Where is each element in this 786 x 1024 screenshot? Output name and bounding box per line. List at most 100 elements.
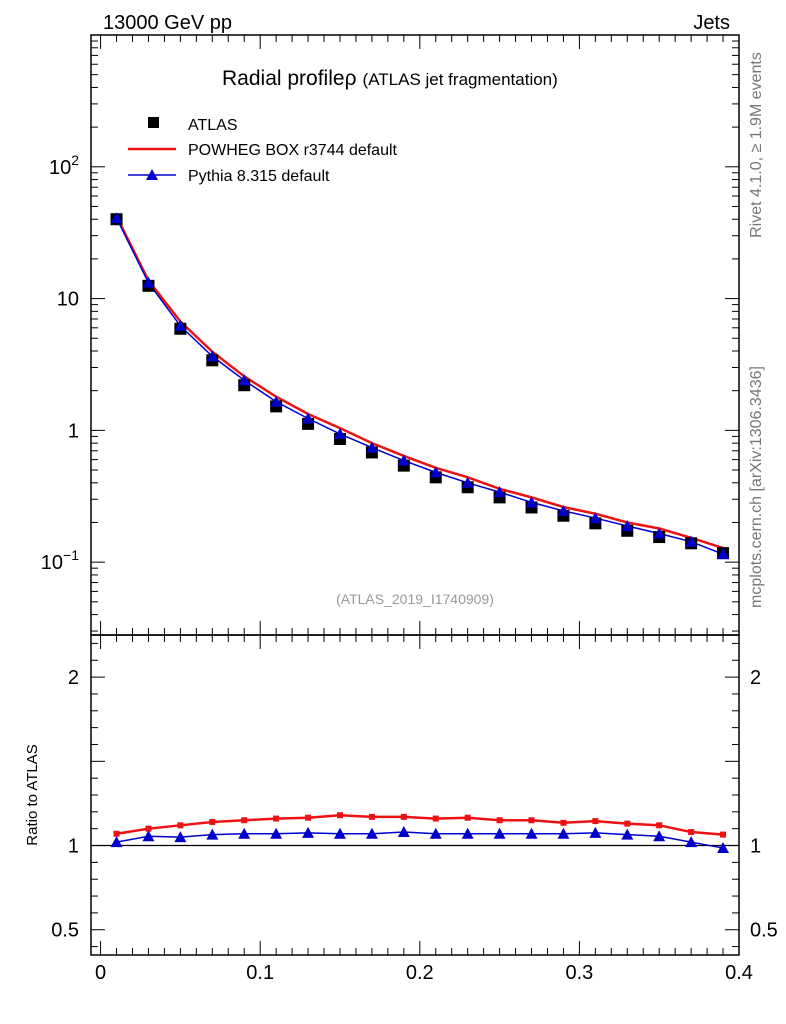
pythia-point: [142, 276, 155, 288]
powheg-ratio-point: [592, 818, 599, 825]
plot-title-text: Radial profile: [222, 67, 345, 90]
pythia-ratio-point: [206, 828, 219, 840]
pythia-ratio-point: [653, 830, 666, 842]
pythia-ratio-point: [365, 827, 378, 839]
ratio-y-tick-label-right: 1: [750, 836, 761, 858]
pythia-point: [589, 512, 602, 524]
powheg-ratio-point: [688, 829, 695, 836]
pythia-ratio-point: [174, 831, 187, 843]
pythia-ratio-point: [493, 827, 506, 839]
mcplots-label: mcplots.cern.ch [arXiv:1306.3436]: [748, 366, 765, 608]
powheg-ratio-point: [496, 817, 503, 824]
pythia-point: [525, 496, 538, 508]
main-plot-data: [110, 212, 730, 560]
legend-powheg-label: POWHEG BOX r3744 default: [188, 142, 398, 159]
legend-pythia-label: Pythia 8.315 default: [188, 168, 330, 185]
x-tick-label: 0.4: [725, 962, 753, 984]
powheg-ratio-point: [209, 818, 216, 825]
ratio-y-tick-label-left: 2: [68, 667, 79, 689]
ratio-y-tick-label-right: 0.5: [750, 920, 778, 942]
plot-title-symbol: ρ: [345, 67, 357, 90]
x-tick-label: 0.1: [246, 962, 274, 984]
header-right: Jets: [693, 12, 730, 34]
pythia-point: [206, 350, 219, 362]
powheg-ratio-point: [241, 817, 248, 824]
x-tick-label: 0: [95, 962, 106, 984]
powheg-ratio-point: [464, 814, 471, 821]
powheg-ratio-point: [113, 830, 120, 837]
ratio-y-axis-label: Ratio to ATLAS: [24, 744, 41, 845]
y-tick-label: 102: [49, 152, 79, 179]
pythia-point: [685, 535, 698, 547]
x-tick-label: 0.2: [406, 962, 434, 984]
pythia-point: [302, 412, 315, 424]
pythia-ratio-point: [333, 827, 346, 839]
ratio-panel-frame: [90, 634, 740, 956]
pythia-point: [621, 520, 634, 532]
powheg-curve: [115, 215, 724, 550]
header-left: 13000 GeV pp: [103, 12, 232, 34]
powheg-ratio-point: [145, 825, 152, 832]
axis-tick-labels: 0 0.1 0.2 0.3 0.4 10−1 1 10 102 0.5 0.5 1 1 2 2: [41, 152, 778, 984]
powheg-ratio-point: [273, 815, 280, 822]
ratio-y-tick-label-right: 2: [750, 667, 761, 689]
axis-ticks: [91, 35, 740, 955]
pythia-point: [110, 212, 123, 224]
pythia-ratio-curve: [116, 831, 724, 849]
analysis-id: (ATLAS_2019_I1740909): [336, 591, 494, 607]
pythia-point: [333, 427, 346, 439]
legend-pythia-marker: [146, 169, 158, 180]
pythia-ratio-point: [621, 828, 634, 840]
powheg-ratio-point: [656, 822, 663, 829]
y-tick-label: 10−1: [41, 547, 79, 574]
rivet-version-label: Rivet 4.1.0, ≥ 1.9M events: [748, 52, 765, 238]
pythia-ratio-point: [110, 836, 123, 848]
pythia-ratio-point: [557, 827, 570, 839]
pythia-point: [461, 476, 474, 488]
pythia-ratio-point: [238, 827, 251, 839]
pythia-ratio-point: [525, 827, 538, 839]
legend: ATLAS POWHEG BOX r3744 default Pythia 8.…: [128, 117, 398, 185]
pythia-curve: [115, 217, 724, 555]
pythia-point: [270, 395, 283, 407]
x-tick-label: 0.3: [565, 962, 593, 984]
powheg-ratio-point: [720, 831, 727, 838]
pythia-point: [429, 466, 442, 478]
pythia-point: [238, 374, 251, 386]
powheg-ratio-point: [305, 814, 312, 821]
pythia-ratio-point: [589, 826, 602, 838]
pythia-ratio-point: [461, 827, 474, 839]
pythia-ratio-point: [142, 830, 155, 842]
pythia-ratio-point: [685, 836, 698, 848]
plot-subtitle: (ATLAS jet fragmentation): [363, 70, 558, 89]
powheg-ratio-point: [528, 817, 535, 824]
pythia-ratio-point: [270, 827, 283, 839]
powheg-ratio-point: [624, 820, 631, 827]
powheg-ratio-curve: [116, 813, 724, 836]
pythia-ratio-point: [302, 826, 315, 838]
pythia-point: [493, 486, 506, 498]
legend-atlas-marker: [148, 117, 159, 128]
pythia-ratio-point: [397, 826, 410, 838]
pythia-point: [557, 504, 570, 516]
powheg-ratio-point: [560, 819, 567, 826]
powheg-ratio-point: [368, 813, 375, 820]
pythia-ratio-point: [429, 827, 442, 839]
pythia-ratio-point: [717, 842, 730, 854]
pythia-point: [653, 527, 666, 539]
legend-atlas-label: ATLAS: [188, 117, 238, 134]
ratio-y-tick-label-left: 0.5: [51, 920, 79, 942]
y-tick-label: 10: [57, 289, 79, 311]
powheg-ratio-point: [177, 822, 184, 829]
powheg-ratio-point: [432, 815, 439, 822]
y-tick-label: 1: [68, 420, 79, 442]
pythia-point: [174, 319, 187, 331]
plot-title: Radial profileρ (ATLAS jet fragmentation): [222, 67, 558, 90]
pythia-point: [365, 441, 378, 453]
ratio-plot-data: [110, 812, 730, 854]
pythia-point: [397, 454, 410, 466]
powheg-ratio-point: [400, 813, 407, 820]
ratio-y-tick-label-left: 1: [68, 836, 79, 858]
pythia-point: [717, 548, 730, 560]
